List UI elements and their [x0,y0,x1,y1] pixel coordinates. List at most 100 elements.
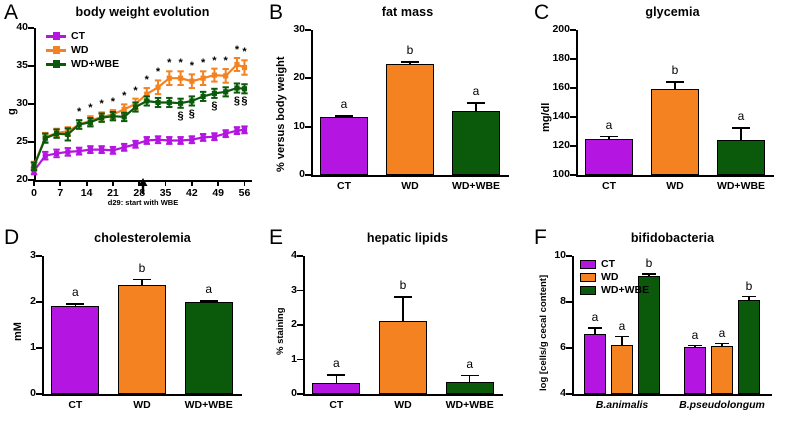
bar-ct [585,139,633,175]
bar-b.animalis-wd [611,344,633,394]
error-bar-cap [199,300,218,302]
data-point-marker [177,100,184,106]
error-bar-cap [401,61,419,63]
x-tick [33,180,35,186]
significance-letter: a [718,325,726,340]
significance-letter: a [691,327,699,342]
panel-e-plot-area: 0 1 2 3 4 a CT b WD a WD+WBE [291,250,503,410]
y-tick-label: 30 [293,23,305,35]
legend-item-wd-wbe: WD+WBE [580,284,649,296]
x-tick [243,180,246,186]
x-category-label: CT [329,399,344,411]
panel-c-plot-area: 100 120 140 160 180 200 a CT b WD a WD+WBE [552,24,774,191]
y-tick [36,347,42,349]
significance-letter: a [71,285,79,300]
y-tick-label: 2 [30,295,36,307]
data-point-marker [166,99,172,106]
y-tick-label: 6 [560,341,566,353]
y-tick-label: 35 [16,59,28,71]
significance-star: * [110,96,116,109]
bar-b.animalis-wd-wbe [638,275,660,394]
significance-star: * [167,57,172,70]
panel-d-ylabel: mM [12,322,24,341]
data-point-marker [87,147,93,153]
y-tick [570,29,576,31]
y-tick-label: 4 [560,387,566,399]
panel-a-annotation: d29: start with WBE [107,198,179,207]
data-point-marker [31,163,37,169]
error-bar [608,135,610,140]
y-tick [570,116,576,118]
error-bar-cap [394,296,412,298]
y-tick-label: 10 [554,249,566,261]
legend-label: CT [71,30,85,42]
data-point-marker [211,72,218,78]
y-tick [36,301,42,303]
data-point-marker [110,113,116,119]
panel-d-plot-area: 0 1 2 3 a CT b WD a WD+WBE [30,250,242,410]
y-axis-line [572,256,574,394]
error-bar [335,373,338,383]
bar-wd-wbe [452,111,500,175]
significance-letter: a [472,84,480,99]
data-point-marker [144,137,150,144]
bar-wd [379,320,427,394]
data-point-marker [234,61,240,68]
data-point-marker [241,64,248,71]
bar-b.pseudolongum-wd-wbe [738,299,760,394]
legend-swatch-icon [580,285,596,295]
y-axis-line [42,256,44,394]
data-point-marker [53,131,60,137]
significance-star: * [189,60,194,73]
panel-f-title: bifidobacteria [630,231,715,245]
y-tick-label: 3 [291,283,297,296]
data-point-marker [200,134,206,141]
x-tick-label: 35 [159,187,172,199]
x-tick-label: 49 [212,187,225,199]
data-point-marker [155,84,161,90]
data-point-marker [144,91,150,97]
significance-star: * [178,57,183,70]
bar-wd-wbe [445,381,494,394]
legend-swatch-icon [46,46,66,54]
y-tick [566,301,572,303]
x-tick [138,180,141,186]
data-point-marker [132,104,139,110]
x-axis-line [311,175,509,177]
legend-swatch-icon [46,32,66,40]
x-tick [59,180,62,186]
panel-b-title: fat mass [381,5,434,19]
significance-letter: b [399,278,407,293]
error-bar-cap [688,344,702,347]
error-bar [740,127,742,141]
bar-wd [386,64,434,175]
y-tick [570,174,576,176]
legend-swatch-icon [580,272,596,282]
significance-star: * [234,44,240,57]
error-bar-cap [742,295,756,298]
data-point-marker [87,119,93,125]
panel-e-title: hepatic lipids [366,231,449,245]
y-tick [28,179,34,181]
legend-item-ct: CT [46,30,85,42]
y-tick [297,358,303,361]
x-category-label: WD [133,399,151,411]
data-point-marker [132,141,139,147]
error-bar-cap [66,303,85,305]
error-bar [468,374,471,382]
data-point-marker [155,137,161,143]
significance-letter: a [332,355,340,370]
significance-letter: a [591,310,599,325]
data-point-marker [241,86,248,92]
legend-swatch-icon [46,60,66,68]
data-point-marker [177,75,184,81]
data-point-marker [177,137,184,144]
data-point-marker [234,85,240,91]
legend-label: WD+WBE [71,58,120,70]
y-tick-label: 2 [291,318,297,330]
error-bar-cap [666,81,684,84]
y-tick [28,65,34,67]
y-axis-line [311,30,313,175]
y-tick [566,347,572,349]
data-point-marker [200,75,206,81]
